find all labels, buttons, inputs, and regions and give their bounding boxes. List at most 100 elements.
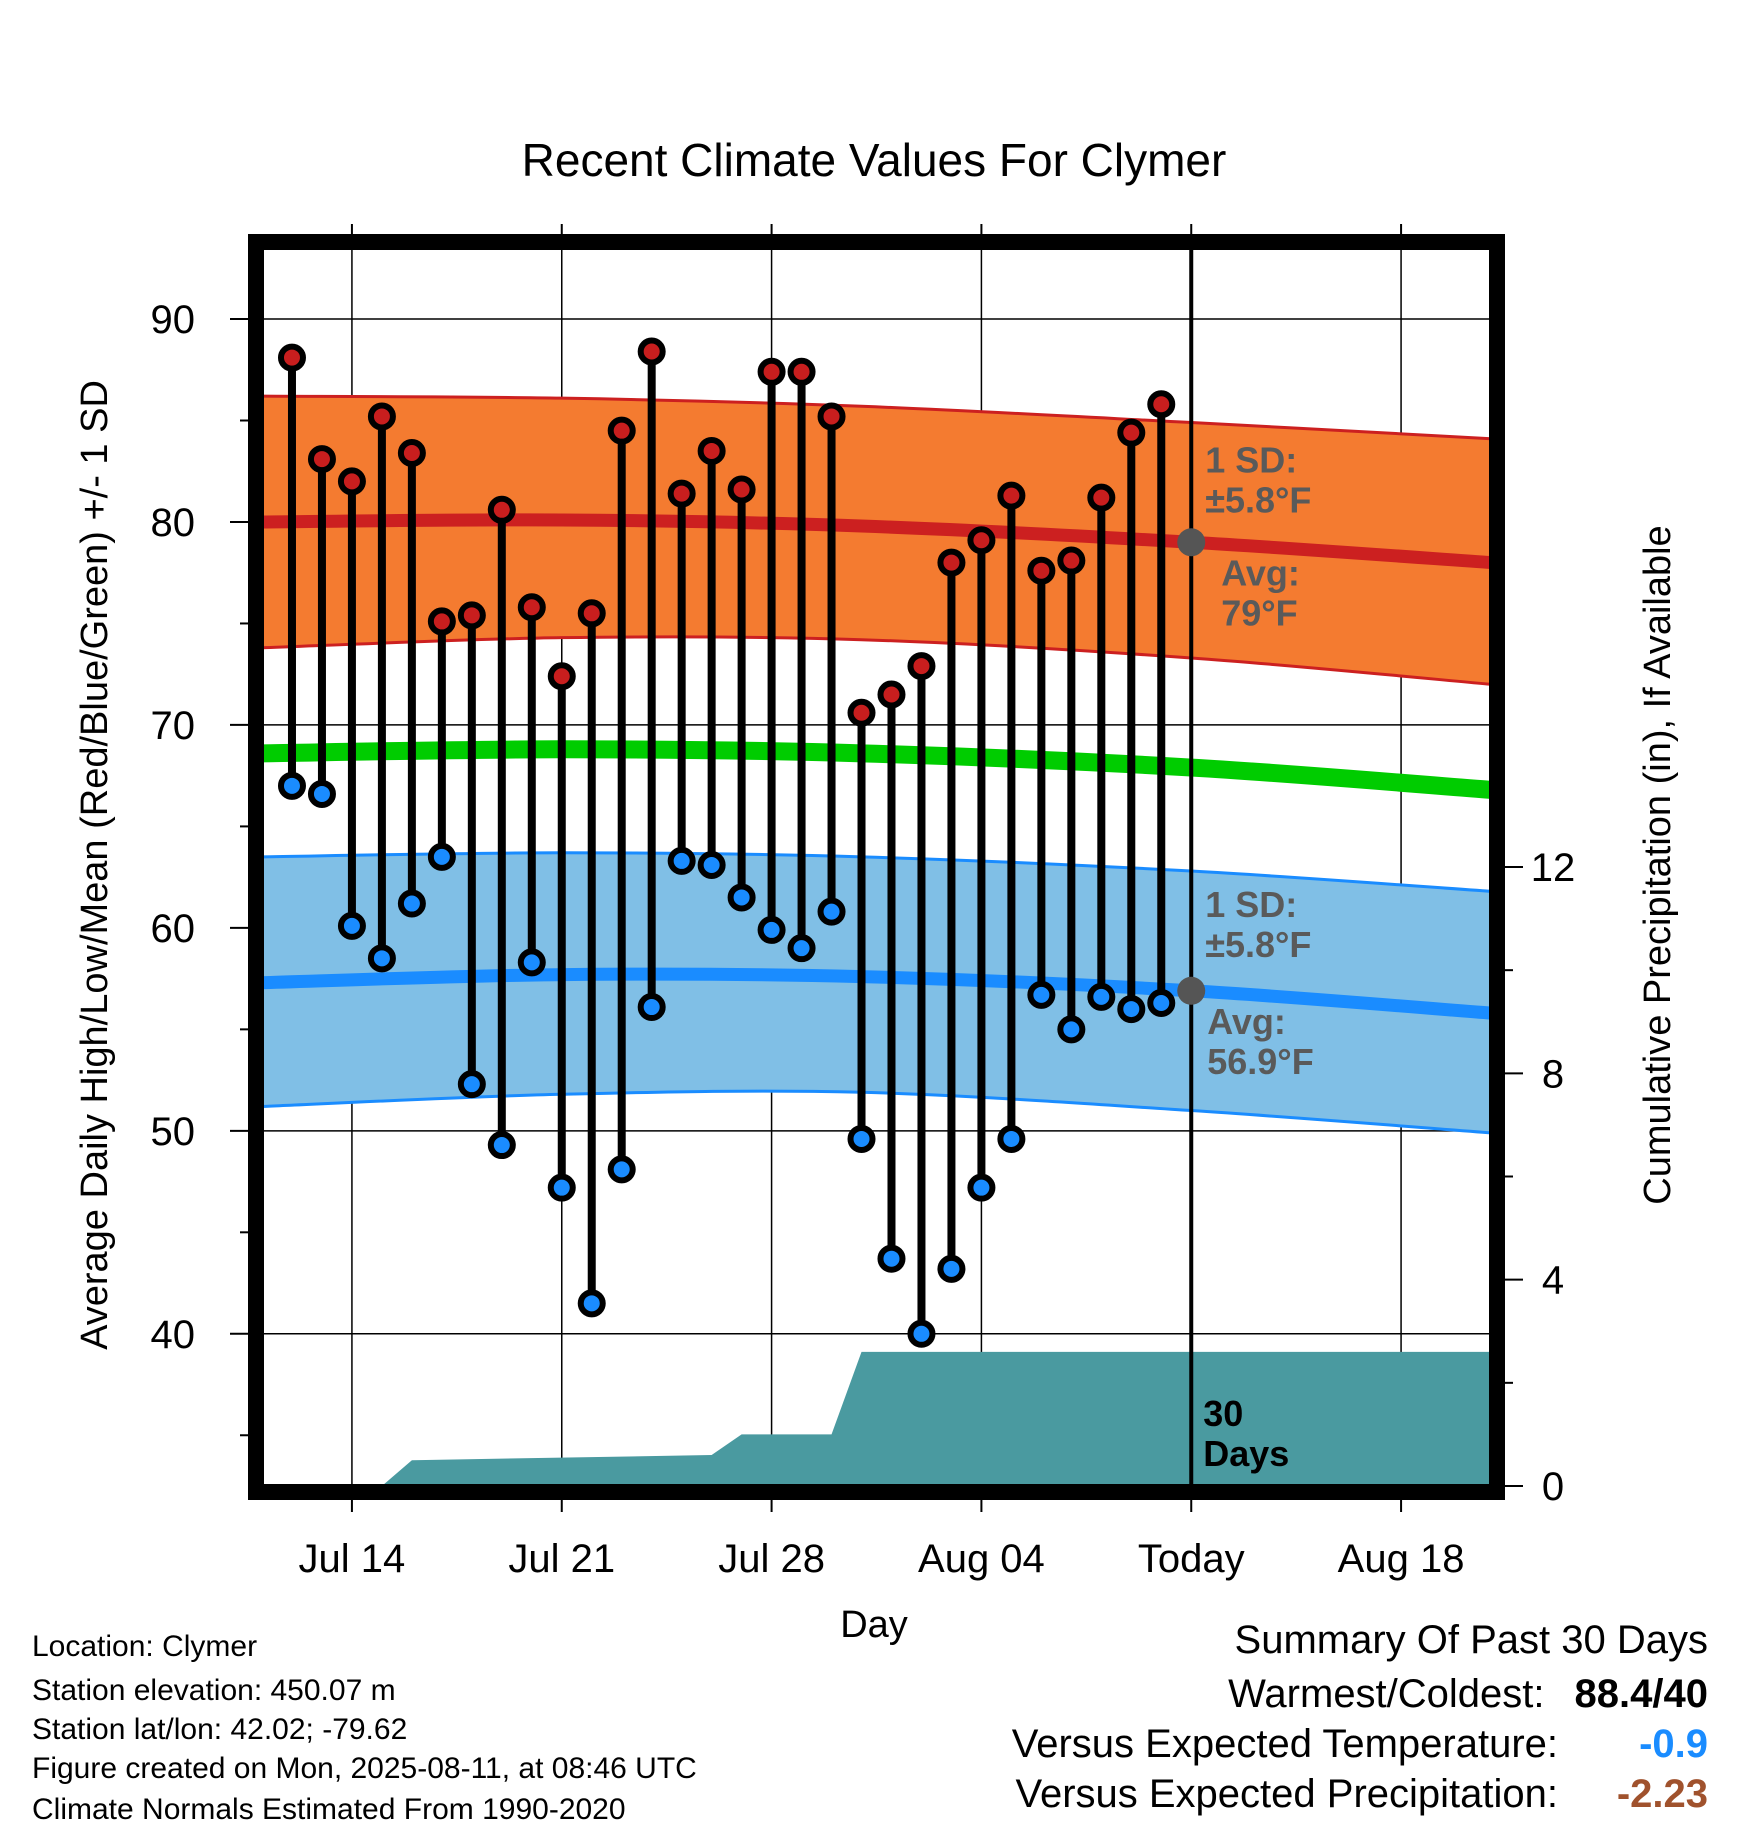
y2-axis-title: Cumulative Precipitation (in), If Availa… xyxy=(1637,525,1679,1204)
low-point xyxy=(427,842,456,871)
info-location: Location: Clymer xyxy=(32,1630,258,1663)
precip-area xyxy=(262,1351,1491,1486)
high-point xyxy=(487,495,516,524)
x-tick-label: Aug 04 xyxy=(918,1537,1045,1581)
low-sd-annotation: 1 SD: xyxy=(1205,884,1297,925)
info-elevation: Station elevation: 450.07 m xyxy=(32,1674,396,1707)
high-point xyxy=(1147,390,1176,419)
high-point xyxy=(877,680,906,709)
x-tick-label: Aug 18 xyxy=(1338,1537,1465,1581)
high-point xyxy=(997,481,1026,510)
x-tick-label: Jul 14 xyxy=(299,1537,406,1581)
high-point xyxy=(1027,556,1056,585)
high-point xyxy=(787,357,816,386)
low-point xyxy=(517,948,546,977)
low-point xyxy=(307,779,336,808)
low-point xyxy=(1057,1015,1086,1044)
high-point xyxy=(1117,418,1146,447)
info-latlon: Station lat/lon: 42.02; -79.62 xyxy=(32,1713,408,1746)
y2-tick-label: 12 xyxy=(1531,846,1576,890)
high-sd-band xyxy=(262,396,1491,685)
high-point xyxy=(457,601,486,630)
period-annotation: Days xyxy=(1203,1433,1289,1474)
x-axis-title: Day xyxy=(840,1604,908,1646)
y2-tick-label: 0 xyxy=(1542,1465,1564,1509)
high-sd-lower-line xyxy=(262,635,1491,686)
low-avg-annotation: Avg: xyxy=(1207,1001,1286,1042)
low-point xyxy=(577,1289,606,1318)
summary-warm-cold-value: 88.4/40 xyxy=(1574,1672,1708,1716)
summary-precip: Versus Expected Precipitation: -2.23 xyxy=(1015,1772,1708,1817)
high-point xyxy=(697,436,726,465)
y2-tick-label: 8 xyxy=(1542,1052,1564,1096)
low-avg-annotation: 56.9°F xyxy=(1207,1041,1313,1082)
high-point xyxy=(967,526,996,555)
high-point xyxy=(277,343,306,372)
summary-warm-cold: Warmest/Coldest: 88.4/40 xyxy=(1228,1672,1708,1717)
high-point xyxy=(727,475,756,504)
low-point xyxy=(847,1124,876,1153)
summary-precip-label: Versus Expected Precipitation: xyxy=(1015,1772,1558,1816)
low-point xyxy=(487,1131,516,1160)
high-point xyxy=(607,416,636,445)
high-point xyxy=(427,607,456,636)
low-point xyxy=(607,1155,636,1184)
high-point xyxy=(637,337,666,366)
low-point xyxy=(757,915,786,944)
y-tick-label: 80 xyxy=(151,501,196,545)
low-point xyxy=(457,1070,486,1099)
low-point xyxy=(1027,980,1056,1009)
high-point xyxy=(757,357,786,386)
low-point xyxy=(967,1173,996,1202)
y-tick-label: 60 xyxy=(151,907,196,951)
plot-frame xyxy=(248,234,1505,1500)
high-sd-annotation: 1 SD: xyxy=(1205,440,1297,481)
normal-high-line xyxy=(262,513,1491,570)
period-annotation: 30 xyxy=(1203,1393,1243,1434)
high-point xyxy=(517,593,546,622)
low-point xyxy=(787,934,816,963)
y-tick-label: 90 xyxy=(151,298,196,342)
x-tick-label: Today xyxy=(1138,1537,1245,1581)
summary-temp: Versus Expected Temperature: -0.9 xyxy=(1012,1722,1708,1767)
y-tick-label: 70 xyxy=(151,704,196,748)
info-created: Figure created on Mon, 2025-08-11, at 08… xyxy=(32,1752,697,1785)
high-avg-annotation: Avg: xyxy=(1221,552,1300,593)
low-point xyxy=(997,1124,1026,1153)
high-sd-upper-line xyxy=(262,394,1491,441)
low-point xyxy=(1147,988,1176,1017)
low-point xyxy=(1087,982,1116,1011)
high-point xyxy=(847,698,876,727)
y-tick-label: 50 xyxy=(151,1110,196,1154)
high-point xyxy=(307,445,336,474)
high-point xyxy=(337,467,366,496)
high-point xyxy=(1087,483,1116,512)
high-point xyxy=(577,599,606,628)
y2-tick-label: 4 xyxy=(1542,1259,1564,1303)
summary-temp-label: Versus Expected Temperature: xyxy=(1011,1722,1558,1766)
summary-heading: Summary Of Past 30 Days xyxy=(1234,1618,1708,1662)
low-sd-annotation: ±5.8°F xyxy=(1205,924,1311,965)
high-point xyxy=(367,402,396,431)
chart-title: Recent Climate Values For Clymer xyxy=(522,134,1227,186)
low-point xyxy=(1117,995,1146,1024)
low-point xyxy=(907,1319,936,1348)
low-point xyxy=(727,883,756,912)
info-normals: Climate Normals Estimated From 1990-2020 xyxy=(32,1793,626,1826)
high-point xyxy=(667,479,696,508)
low-point xyxy=(937,1254,966,1283)
x-tick-label: Jul 21 xyxy=(508,1537,615,1581)
low-point xyxy=(337,911,366,940)
high-point xyxy=(907,652,936,681)
high-avg-annotation: 79°F xyxy=(1221,592,1297,633)
low-point xyxy=(667,846,696,875)
high-sd-annotation: ±5.8°F xyxy=(1205,480,1311,521)
low-point xyxy=(277,771,306,800)
high-point xyxy=(547,662,576,691)
low-point xyxy=(367,944,396,973)
low-point xyxy=(637,993,666,1022)
low-point xyxy=(397,889,426,918)
